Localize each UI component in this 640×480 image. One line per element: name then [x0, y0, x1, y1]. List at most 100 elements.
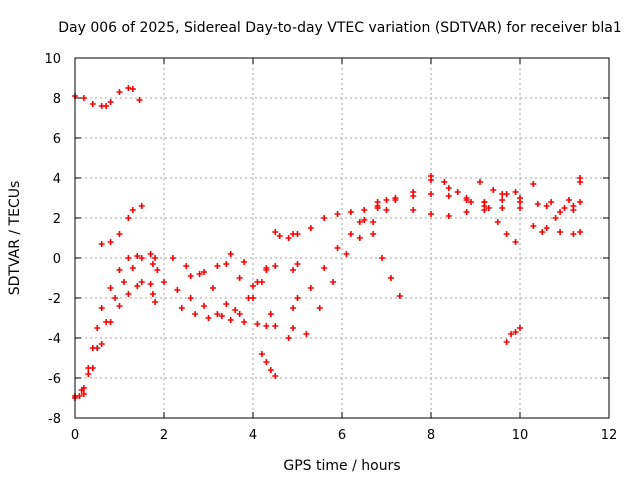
data-point	[129, 265, 136, 271]
data-point	[152, 299, 159, 305]
data-point	[149, 261, 156, 267]
x-tick-label: 2	[160, 428, 168, 443]
data-point	[445, 185, 452, 191]
data-point	[543, 225, 550, 231]
data-point	[334, 245, 341, 251]
data-point	[227, 317, 234, 323]
data-point	[428, 211, 434, 217]
series-arc-9	[169, 233, 283, 317]
data-point	[303, 331, 310, 337]
data-point	[78, 387, 85, 393]
data-point	[570, 207, 577, 213]
data-point	[136, 97, 143, 103]
data-point	[218, 313, 225, 319]
data-point	[557, 209, 564, 215]
data-point	[232, 307, 239, 313]
y-tick-label: 4	[53, 172, 61, 187]
data-point	[125, 215, 132, 221]
data-point	[503, 191, 510, 197]
data-point	[370, 231, 377, 237]
data-point	[428, 173, 434, 179]
data-point	[89, 365, 96, 371]
series-arc-15	[303, 207, 390, 337]
y-tick-label: 0	[53, 252, 61, 267]
data-point	[98, 305, 105, 311]
data-point	[517, 199, 523, 205]
data-point	[187, 295, 194, 301]
data-point	[503, 339, 510, 345]
y-tick-label: 10	[44, 52, 61, 67]
data-point	[80, 391, 87, 397]
data-point	[410, 207, 417, 213]
data-point	[94, 345, 101, 351]
grid	[75, 58, 609, 418]
series-arc-12	[258, 351, 279, 379]
data-point	[241, 319, 248, 325]
data-point	[183, 263, 190, 269]
data-point	[125, 255, 132, 261]
plot-area	[72, 85, 584, 401]
data-point	[445, 193, 452, 199]
y-tick-label: -6	[48, 372, 61, 387]
data-point	[85, 371, 92, 377]
data-point	[330, 279, 337, 285]
data-point	[361, 207, 368, 213]
data-point	[512, 329, 519, 335]
x-tick-label: 8	[427, 428, 435, 443]
series-arc-26	[530, 175, 584, 215]
series-arc-10	[187, 251, 274, 317]
data-point	[517, 325, 523, 331]
data-point	[290, 305, 297, 311]
series-arc-19	[374, 191, 523, 205]
data-point	[517, 205, 523, 211]
series-arc-29	[539, 179, 584, 235]
data-point	[187, 273, 194, 279]
data-point	[152, 255, 159, 261]
data-point	[116, 231, 123, 237]
data-point	[276, 233, 283, 239]
data-point	[201, 269, 208, 275]
data-point	[370, 219, 377, 225]
data-point	[285, 235, 292, 241]
data-point	[107, 285, 114, 291]
data-point	[454, 189, 461, 195]
data-point	[80, 95, 87, 101]
data-point	[548, 199, 555, 205]
series-arc-13	[285, 231, 301, 341]
series-arc-18	[356, 219, 403, 299]
data-point	[236, 275, 243, 281]
data-point	[125, 291, 132, 297]
series-arc-21	[410, 189, 519, 219]
data-point	[356, 219, 363, 225]
data-point	[503, 231, 510, 237]
data-point	[481, 207, 488, 213]
data-point	[530, 181, 537, 187]
data-point	[192, 311, 199, 317]
data-point	[129, 86, 136, 92]
data-point	[428, 191, 434, 197]
data-point	[396, 293, 403, 299]
data-point	[577, 199, 584, 205]
series-arc-4	[98, 203, 145, 247]
data-point	[134, 253, 141, 259]
data-point	[112, 295, 119, 301]
y-axis-label: SDTVAR / TECUs	[7, 181, 23, 296]
data-point	[543, 203, 550, 209]
data-point	[272, 323, 279, 329]
series-arc-20	[392, 177, 523, 211]
data-point	[557, 229, 564, 235]
data-point	[290, 267, 297, 273]
data-point	[209, 285, 216, 291]
data-point	[98, 241, 105, 247]
data-point	[267, 367, 274, 373]
series-arc-8	[178, 263, 279, 321]
data-point	[227, 251, 234, 257]
data-point	[445, 213, 452, 219]
data-point	[577, 179, 584, 185]
data-point	[374, 199, 381, 205]
data-point	[294, 231, 301, 237]
data-point	[499, 205, 506, 211]
data-point	[361, 217, 368, 223]
data-point	[499, 197, 506, 203]
